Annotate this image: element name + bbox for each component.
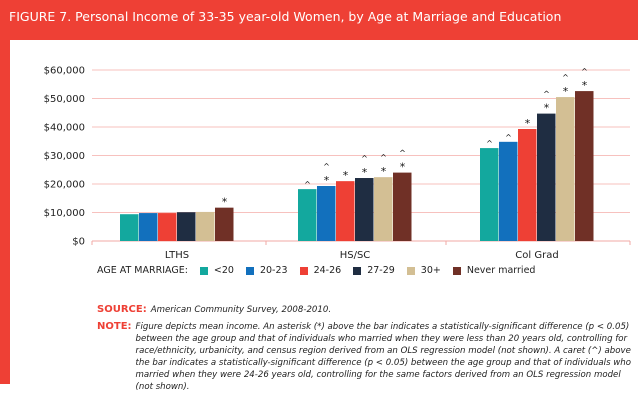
notes-panel	[10, 296, 638, 406]
asterisk-mark: *	[222, 196, 228, 209]
bar-chart: $0 $10,000 $20,000 $30,000 $40,000 $50,000 $60…	[44, 66, 631, 261]
legend-item: Never married	[452, 265, 536, 276]
source-label: SOURCE:	[97, 304, 147, 315]
y-tick-label: $30,000	[44, 151, 85, 162]
caret-mark: ^	[543, 90, 550, 99]
note-row: NOTE: Figure depicts mean income. An ast…	[97, 321, 632, 393]
legend-swatch	[406, 266, 415, 275]
bar-20-23	[139, 213, 158, 241]
legend-label: <20	[213, 265, 234, 276]
bar--20	[480, 148, 499, 241]
legend-swatch	[452, 266, 461, 275]
bar-20-23	[317, 185, 336, 241]
legend-label: 20-23	[259, 265, 288, 276]
bar-24-26	[518, 128, 537, 241]
legend-swatch	[245, 266, 254, 275]
source-text: American Community Survey, 2008-2010.	[150, 305, 332, 315]
legend: AGE AT MARRIAGE: <20 20-23 24-26 27-29 30+ Ne…	[97, 265, 535, 276]
asterisk-mark: *	[400, 161, 406, 174]
asterisk-mark: *	[525, 117, 531, 130]
asterisk-mark: *	[544, 102, 550, 115]
legend-title: AGE AT MARRIAGE:	[97, 265, 188, 276]
bar-20-23	[499, 141, 518, 241]
caret-mark: ^	[399, 149, 406, 158]
bar-never-married	[393, 172, 412, 241]
asterisk-mark: *	[343, 169, 349, 182]
legend-label: Never married	[466, 265, 536, 276]
bar-30-	[196, 211, 215, 241]
caret-mark: ^	[505, 133, 512, 142]
caret-mark: ^	[562, 73, 569, 82]
legend-item: 20-23	[245, 265, 288, 276]
bar-30-	[556, 97, 575, 241]
caret-mark: ^	[304, 180, 311, 189]
legend-swatch	[199, 266, 208, 275]
asterisk-mark: *	[324, 174, 330, 187]
note-text: Figure depicts mean income. An asterisk …	[135, 322, 632, 392]
bar-27-29	[355, 178, 374, 241]
bar-27-29	[177, 212, 196, 241]
bar-27-29	[537, 113, 556, 241]
legend-swatch	[353, 266, 362, 275]
caret-mark: ^	[380, 153, 387, 162]
y-tick-label: $20,000	[44, 180, 85, 191]
x-tick-label: HS/SC	[340, 250, 371, 261]
caret-mark: ^	[323, 162, 330, 171]
caret-mark: ^	[361, 154, 368, 163]
legend-label: 24-26	[313, 265, 342, 276]
legend-label: 27-29	[367, 265, 395, 276]
notes: SOURCE: American Community Survey, 2008-…	[97, 304, 632, 393]
bar-never-married	[215, 207, 234, 241]
caret-mark: ^	[486, 139, 493, 148]
legend-item: 30+	[406, 265, 441, 276]
y-tick-label: $50,000	[44, 94, 85, 105]
source-row: SOURCE: American Community Survey, 2008-…	[97, 304, 632, 316]
x-tick-label: Col Grad	[515, 250, 558, 261]
asterisk-mark: *	[362, 166, 368, 179]
bar--20	[120, 214, 139, 241]
bar-24-26	[336, 181, 355, 241]
asterisk-mark: *	[563, 85, 569, 98]
asterisk-mark: *	[582, 79, 588, 92]
y-tick-label: $60,000	[44, 66, 85, 77]
legend-swatch	[299, 266, 308, 275]
note-label: NOTE:	[97, 321, 132, 332]
legend-item: 27-29	[353, 265, 395, 276]
asterisk-mark: *	[381, 165, 387, 178]
bar-30-	[374, 177, 393, 241]
legend-label: 30+	[420, 265, 441, 276]
y-tick-label: $0	[72, 237, 85, 248]
bar-never-married	[575, 91, 594, 241]
legend-item: 24-26	[299, 265, 342, 276]
caret-mark: ^	[581, 67, 588, 76]
bar--20	[298, 189, 317, 241]
y-tick-label: $40,000	[44, 123, 85, 134]
bar-24-26	[158, 213, 177, 241]
legend-item: <20	[199, 265, 234, 276]
y-tick-label: $10,000	[44, 208, 85, 219]
figure-title: FIGURE 7. Personal Income of 33-35 year-…	[9, 9, 562, 24]
x-tick-label: LTHS	[165, 250, 189, 261]
